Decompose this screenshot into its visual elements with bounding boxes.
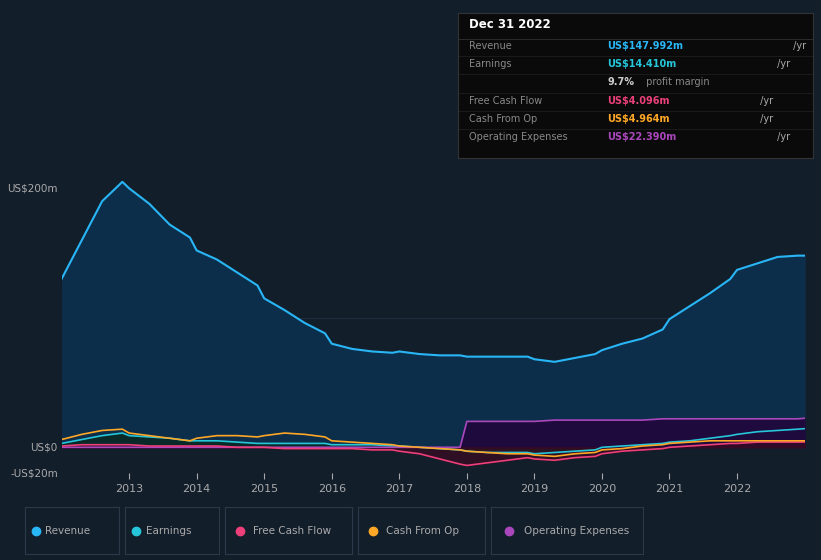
Text: Cash From Op: Cash From Op [386,526,459,535]
Text: Operating Expenses: Operating Expenses [469,132,567,142]
Text: profit margin: profit margin [643,77,709,87]
Text: /yr: /yr [773,59,790,69]
Text: Dec 31 2022: Dec 31 2022 [469,18,551,31]
Text: 9.7%: 9.7% [607,77,634,87]
Text: US$4.096m: US$4.096m [607,96,670,106]
Text: Cash From Op: Cash From Op [469,114,537,124]
Text: -US$20m: -US$20m [10,468,57,478]
Text: /yr: /yr [791,41,806,51]
Text: US$4.964m: US$4.964m [607,114,670,124]
Text: US$0: US$0 [30,442,57,452]
Text: Earnings: Earnings [469,59,511,69]
Text: US$22.390m: US$22.390m [607,132,677,142]
Text: US$14.410m: US$14.410m [607,59,677,69]
Text: /yr: /yr [757,96,773,106]
Text: /yr: /yr [757,114,773,124]
Text: Earnings: Earnings [145,526,191,535]
Text: /yr: /yr [773,132,790,142]
Text: Free Cash Flow: Free Cash Flow [469,96,542,106]
Text: Revenue: Revenue [469,41,511,51]
Text: Operating Expenses: Operating Expenses [525,526,630,535]
Text: Revenue: Revenue [45,526,90,535]
Text: US$200m: US$200m [7,183,57,193]
Text: Free Cash Flow: Free Cash Flow [253,526,331,535]
Text: US$147.992m: US$147.992m [607,41,683,51]
